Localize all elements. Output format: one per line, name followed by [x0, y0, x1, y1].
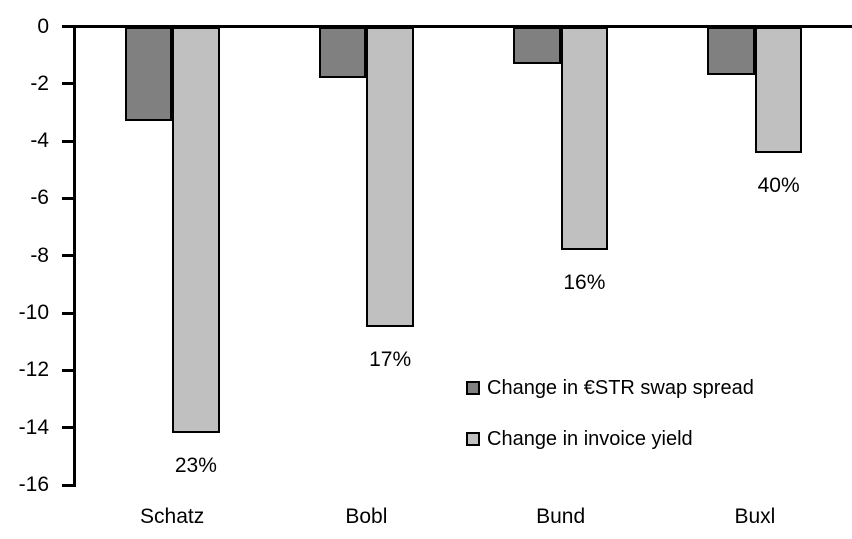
legend: Change in €STR swap spread Change in inv…: [466, 376, 754, 451]
bar-swap-spread-schatz: [124, 26, 173, 122]
x-category-label-schatz: Schatz: [140, 505, 205, 528]
bar-invoice-yield-schatz: [172, 26, 220, 434]
y-tick-mark: [62, 311, 74, 315]
legend-label-swap-spread: Change in €STR swap spread: [487, 377, 754, 399]
y-tick-mark: [62, 368, 74, 372]
y-tick-mark: [62, 82, 74, 86]
legend-swatch-invoice-yield: [466, 432, 480, 446]
x-category-label-buxl: Buxl: [734, 505, 776, 528]
y-tick-mark: [62, 483, 74, 487]
bar-invoice-yield-buxl: [754, 26, 803, 153]
y-tick-label: -8: [30, 243, 49, 267]
point-label-bund: 16%: [563, 271, 606, 295]
point-label-bobl: 17%: [369, 348, 412, 372]
legend-swatch-swap-spread: [466, 381, 480, 395]
y-tick-mark: [62, 254, 74, 258]
y-tick-mark: [62, 426, 74, 430]
y-tick-label: -4: [30, 129, 49, 153]
point-label-schatz: 23%: [174, 454, 217, 478]
y-tick-label: -10: [18, 301, 49, 325]
legend-item-swap-spread: Change in €STR swap spread: [466, 376, 754, 400]
y-tick-label: 0: [37, 14, 49, 38]
y-tick-label: -16: [18, 473, 49, 496]
bar-swap-spread-bobl: [318, 26, 367, 79]
y-tick-mark: [62, 196, 74, 200]
point-label-buxl: 40%: [757, 173, 800, 197]
y-tick-label: -14: [18, 415, 49, 439]
legend-item-invoice-yield: Change in invoice yield: [466, 427, 754, 451]
legend-label-invoice-yield: Change in invoice yield: [487, 428, 693, 450]
bar-swap-spread-buxl: [707, 26, 755, 76]
bar-invoice-yield-bund: [560, 26, 609, 251]
bar-invoice-yield-bobl: [366, 26, 414, 328]
y-tick-label: -6: [30, 186, 49, 210]
bar-swap-spread-bund: [513, 26, 561, 64]
y-axis-line: [72, 25, 76, 487]
y-tick-mark: [62, 139, 74, 143]
y-tick-label: -12: [18, 358, 49, 382]
x-category-label-bobl: Bobl: [345, 505, 388, 528]
y-tick-label: -2: [30, 71, 49, 95]
x-category-label-bund: Bund: [536, 505, 586, 528]
zero-axis-line: [62, 25, 852, 28]
